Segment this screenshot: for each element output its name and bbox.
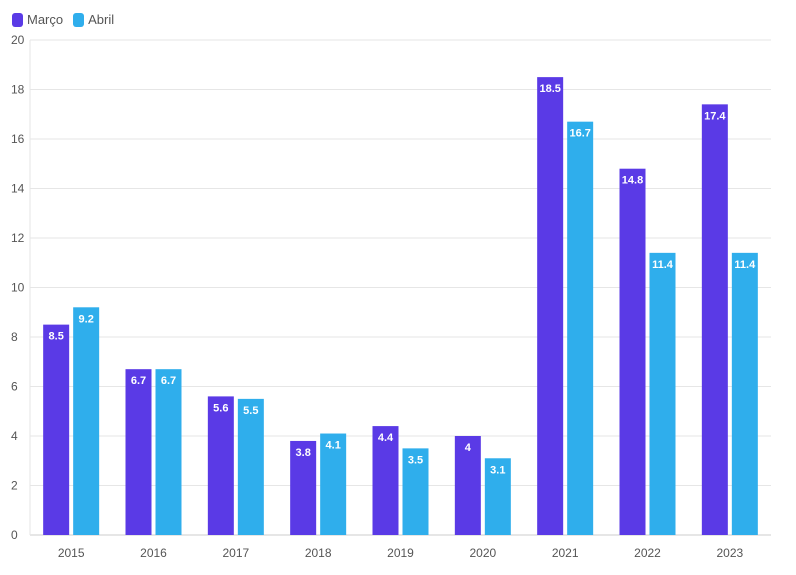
y-tick-label: 18 xyxy=(11,83,25,97)
data-label: 17.4 xyxy=(704,110,726,122)
legend: Março Abril xyxy=(12,12,114,27)
y-tick-label: 4 xyxy=(11,429,18,443)
data-label: 4.1 xyxy=(326,440,341,452)
bar-abril-2022[interactable] xyxy=(649,252,676,535)
data-label: 9.2 xyxy=(79,313,94,325)
bar-maro-2020[interactable] xyxy=(454,436,481,535)
x-tick-label: 2022 xyxy=(634,546,661,560)
data-label: 14.8 xyxy=(622,175,643,187)
bar-maro-2021[interactable] xyxy=(537,77,564,535)
y-tick-label: 12 xyxy=(11,231,25,245)
data-label: 4 xyxy=(465,442,472,454)
data-label: 3.5 xyxy=(408,454,423,466)
bar-maro-2015[interactable] xyxy=(43,324,70,535)
x-tick-label: 2018 xyxy=(305,546,332,560)
x-tick-label: 2015 xyxy=(58,546,85,560)
x-axis: 2015 2016 2017 2018 2019 2020 2021 2022 2023 xyxy=(58,546,744,560)
bar-maro-2016[interactable] xyxy=(125,369,152,535)
y-tick-label: 16 xyxy=(11,132,25,146)
y-tick-label: 8 xyxy=(11,330,18,344)
grid-lines xyxy=(30,39,771,536)
legend-swatch-marco xyxy=(12,12,23,27)
bar-maro-2023[interactable] xyxy=(701,104,728,535)
y-tick-label: 0 xyxy=(11,528,18,542)
bar-abril-2023[interactable] xyxy=(731,252,758,535)
data-label: 11.4 xyxy=(734,259,756,271)
y-axis: 0 2 4 6 8 10 12 14 16 18 20 xyxy=(11,33,31,542)
data-label: 6.7 xyxy=(161,375,176,387)
y-tick-label: 20 xyxy=(11,33,25,47)
bar-abril-2015[interactable] xyxy=(73,307,100,535)
data-label: 18.5 xyxy=(539,83,560,95)
bar-maro-2022[interactable] xyxy=(619,168,646,535)
data-labels: 8.5 9.2 6.7 6.7 5.6 5.5 3.8 4.1 4.4 3.5 4 3.1 18.5 16… xyxy=(49,83,757,476)
bar-maro-2018[interactable] xyxy=(290,440,317,535)
y-tick-label: 14 xyxy=(11,182,25,196)
x-tick-label: 2023 xyxy=(716,546,743,560)
x-tick-label: 2020 xyxy=(469,546,496,560)
bar-abril-2016[interactable] xyxy=(155,369,182,535)
data-label: 3.1 xyxy=(490,464,505,476)
bar-abril-2017[interactable] xyxy=(237,398,264,535)
y-tick-label: 10 xyxy=(11,281,25,295)
x-tick-label: 2019 xyxy=(387,546,414,560)
bar-maro-2017[interactable] xyxy=(207,396,234,535)
x-tick-label: 2021 xyxy=(552,546,579,560)
data-label: 3.8 xyxy=(296,447,311,459)
legend-label-abril: Abril xyxy=(88,12,115,27)
data-label: 5.6 xyxy=(213,402,228,414)
x-tick-label: 2017 xyxy=(222,546,249,560)
data-label: 6.7 xyxy=(131,375,146,387)
data-label: 8.5 xyxy=(49,331,64,343)
data-label: 4.4 xyxy=(378,432,394,444)
legend-item-abril[interactable]: Abril xyxy=(73,12,114,27)
legend-label-marco: Março xyxy=(27,12,64,27)
x-tick-label: 2016 xyxy=(140,546,167,560)
data-label: 16.7 xyxy=(569,128,590,140)
data-label: 11.4 xyxy=(652,259,674,271)
legend-item-marco[interactable]: Março xyxy=(12,12,63,27)
bar-abril-2021[interactable] xyxy=(567,121,594,536)
data-label: 5.5 xyxy=(243,405,258,417)
bar-abril-2019[interactable] xyxy=(402,448,429,535)
y-tick-label: 2 xyxy=(11,479,18,493)
y-tick-label: 6 xyxy=(11,380,18,394)
bar-abril-2020[interactable] xyxy=(484,458,511,535)
legend-swatch-abril xyxy=(73,12,85,27)
bar-abril-2018[interactable] xyxy=(320,433,347,535)
bar-maro-2019[interactable] xyxy=(372,426,399,535)
bars xyxy=(43,77,758,536)
